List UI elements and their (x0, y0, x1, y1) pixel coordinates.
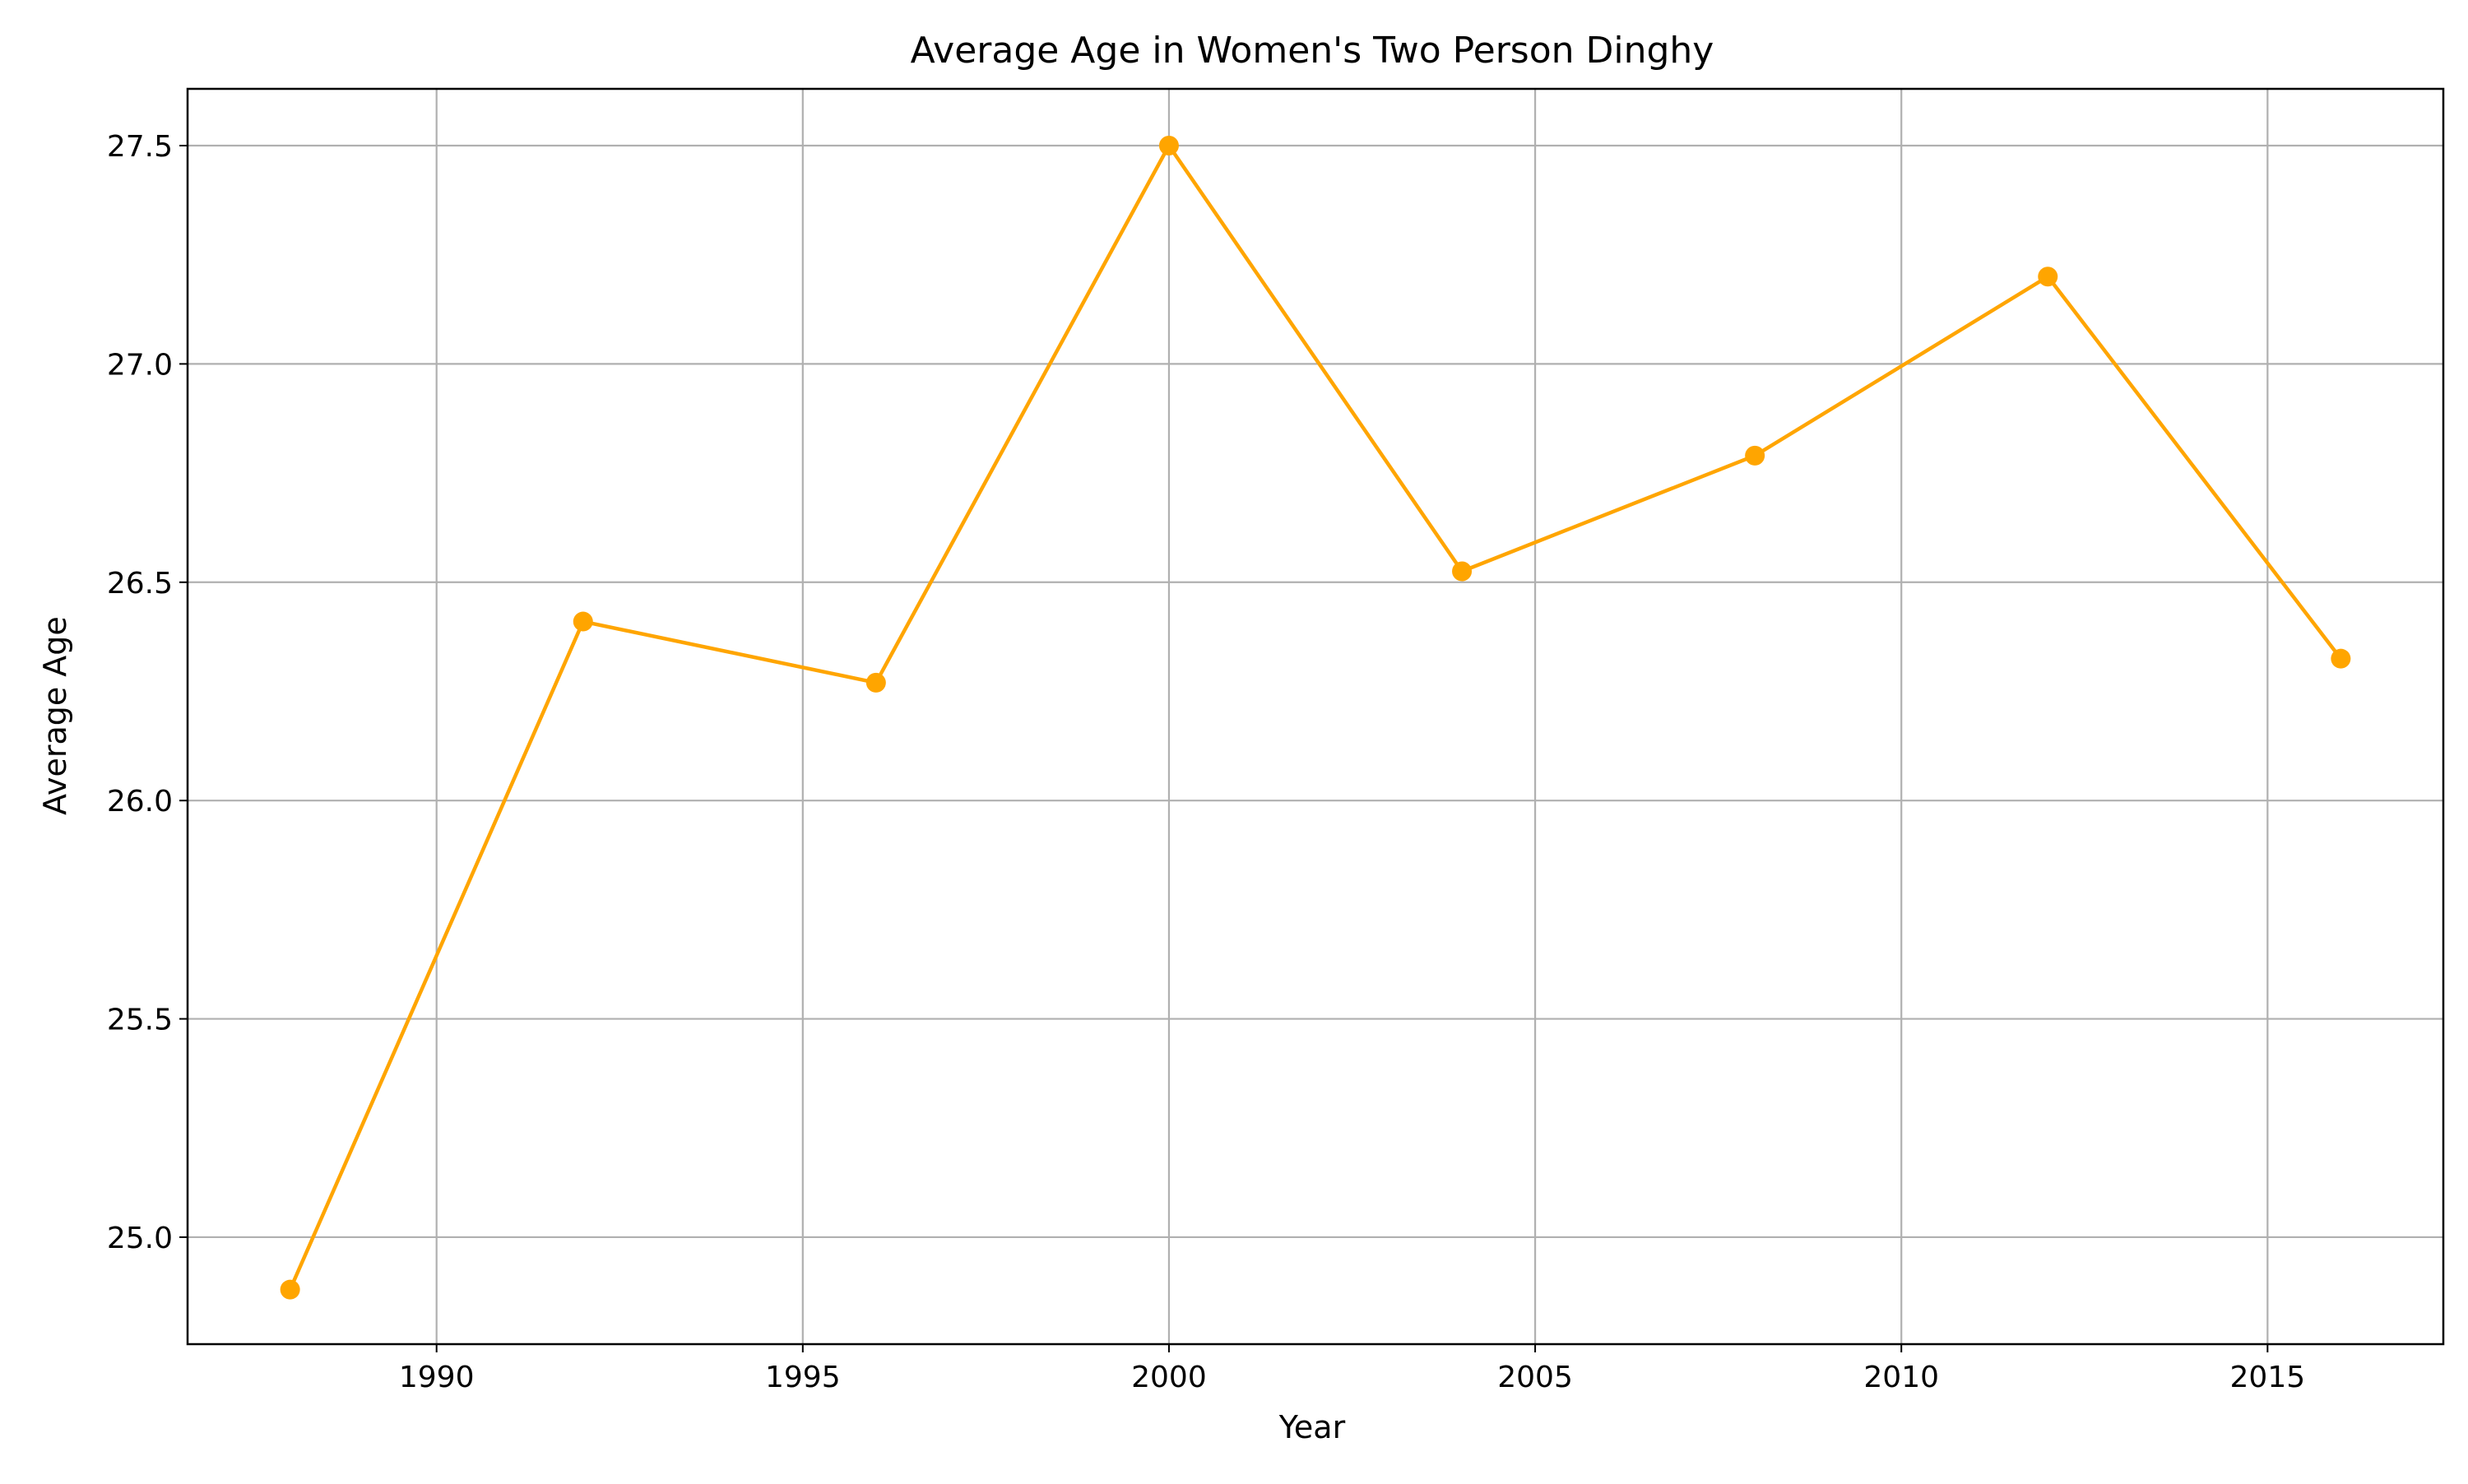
data-point (1158, 136, 1179, 156)
y-axis-ticks: 25.0 25.5 26.0 26.5 27.0 27.5 (107, 130, 188, 1255)
x-tick-label: 2010 (1863, 1361, 1939, 1394)
x-tick-label: 2015 (2230, 1361, 2306, 1394)
series-layer (280, 136, 2351, 1300)
y-axis-label: Average Age (37, 616, 73, 815)
chart-title: Average Age in Women's Two Person Dinghy (911, 30, 1714, 72)
y-tick-label: 26.0 (107, 785, 173, 819)
series-line (288, 143, 2343, 1291)
data-point (280, 1279, 300, 1300)
y-tick-label: 27.0 (107, 348, 173, 382)
y-tick-label: 26.5 (107, 567, 173, 601)
data-point (2038, 267, 2058, 287)
data-point (573, 611, 593, 632)
data-point (2331, 648, 2351, 669)
y-tick-label: 25.5 (107, 1004, 173, 1037)
x-axis-label: Year (1278, 1409, 1346, 1445)
y-tick-label: 27.5 (107, 130, 173, 164)
x-tick-label: 1995 (765, 1361, 841, 1394)
x-axis-ticks: 1990 1995 2000 2005 2010 2015 (399, 1344, 2305, 1394)
x-tick-label: 2000 (1131, 1361, 1207, 1394)
x-tick-label: 1990 (399, 1361, 475, 1394)
data-point (1452, 561, 1473, 582)
grid (188, 89, 2443, 1344)
data-point (1745, 445, 1765, 466)
plot-frame (186, 87, 2445, 1346)
x-tick-label: 2005 (1497, 1361, 1573, 1394)
y-tick-label: 25.0 (107, 1222, 173, 1255)
data-point (865, 672, 886, 693)
